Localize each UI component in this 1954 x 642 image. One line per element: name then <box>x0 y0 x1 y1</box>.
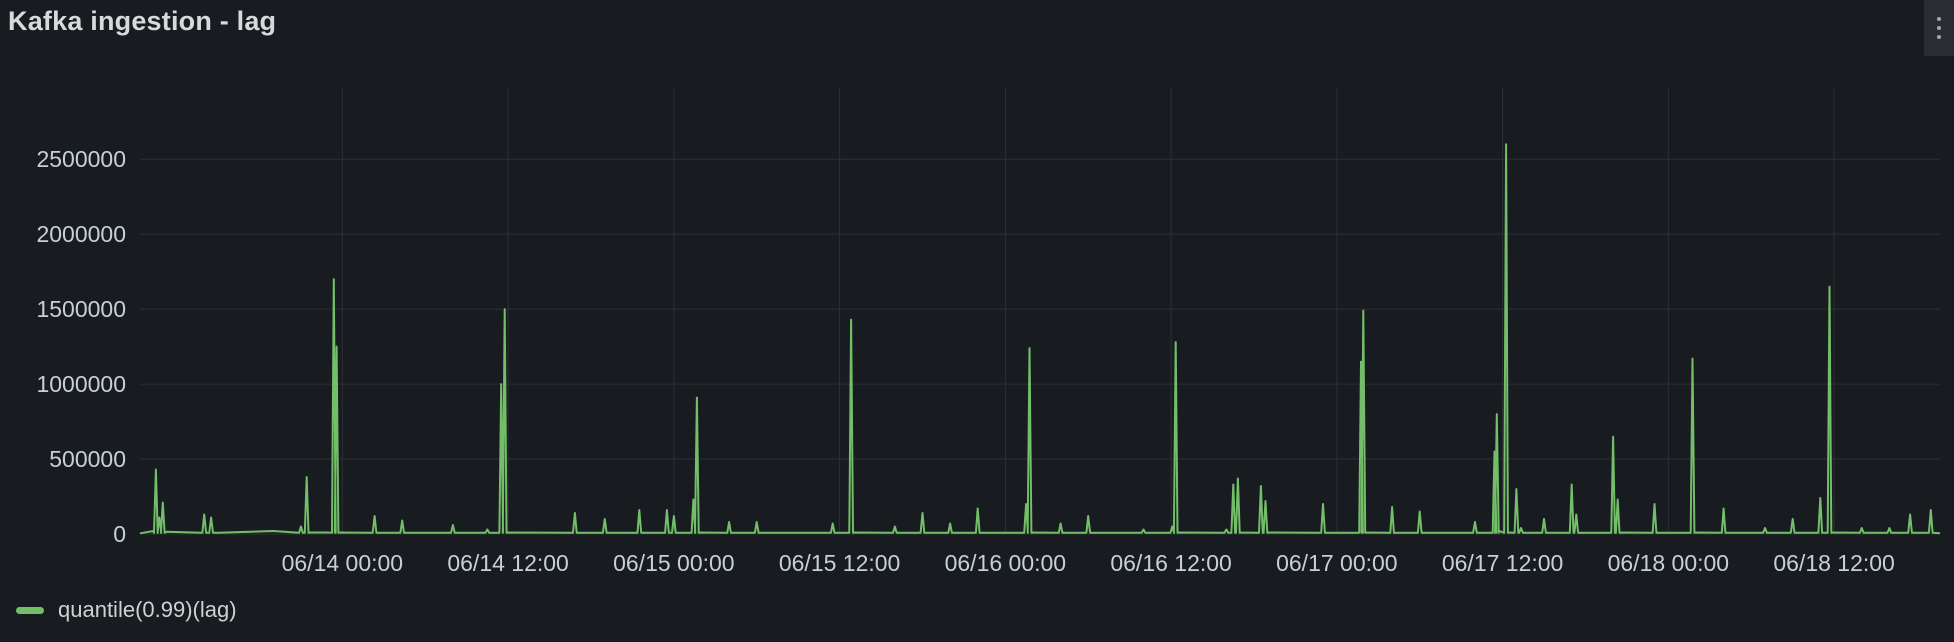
legend-label: quantile(0.99)(lag) <box>58 597 237 622</box>
x-tick-label: 06/14 12:00 <box>447 550 569 576</box>
y-tick-label: 2000000 <box>36 221 126 247</box>
series-line <box>139 143 1941 535</box>
legend-swatch <box>16 606 44 614</box>
panel-title: Kafka ingestion - lag <box>8 6 277 36</box>
menu-dot <box>1937 26 1941 30</box>
kebab-menu-icon[interactable] <box>1924 0 1954 56</box>
x-tick-label: 06/16 00:00 <box>945 550 1067 576</box>
chart-grid <box>140 88 1940 535</box>
y-tick-label: 2500000 <box>36 146 126 172</box>
menu-dot <box>1937 17 1941 21</box>
y-tick-label: 500000 <box>49 446 126 472</box>
x-tick-label: 06/14 00:00 <box>282 550 404 576</box>
x-tick-label: 06/17 00:00 <box>1276 550 1398 576</box>
lag-line-chart[interactable]: 0 500000 1000000 1500000 2000000 2500000 06/1… <box>0 0 1954 590</box>
x-tick-label: 06/18 00:00 <box>1608 550 1730 576</box>
y-tick-label: 1500000 <box>36 296 126 322</box>
x-tick-label: 06/15 12:00 <box>779 550 901 576</box>
x-tick-label: 06/17 12:00 <box>1442 550 1564 576</box>
x-tick-label: 06/18 12:00 <box>1773 550 1895 576</box>
y-tick-label: 1000000 <box>36 371 126 397</box>
chart-series <box>139 143 1941 535</box>
y-axis-ticks: 0 500000 1000000 1500000 2000000 2500000 <box>36 146 126 547</box>
x-tick-label: 06/15 00:00 <box>613 550 735 576</box>
x-axis-ticks: 06/14 00:00 06/14 12:00 06/15 00:00 06/15 1… <box>282 550 1895 576</box>
menu-dot <box>1937 35 1941 39</box>
y-tick-label: 0 <box>113 521 126 547</box>
x-tick-label: 06/16 12:00 <box>1110 550 1232 576</box>
legend-item[interactable]: quantile(0.99)(lag) <box>16 597 237 623</box>
